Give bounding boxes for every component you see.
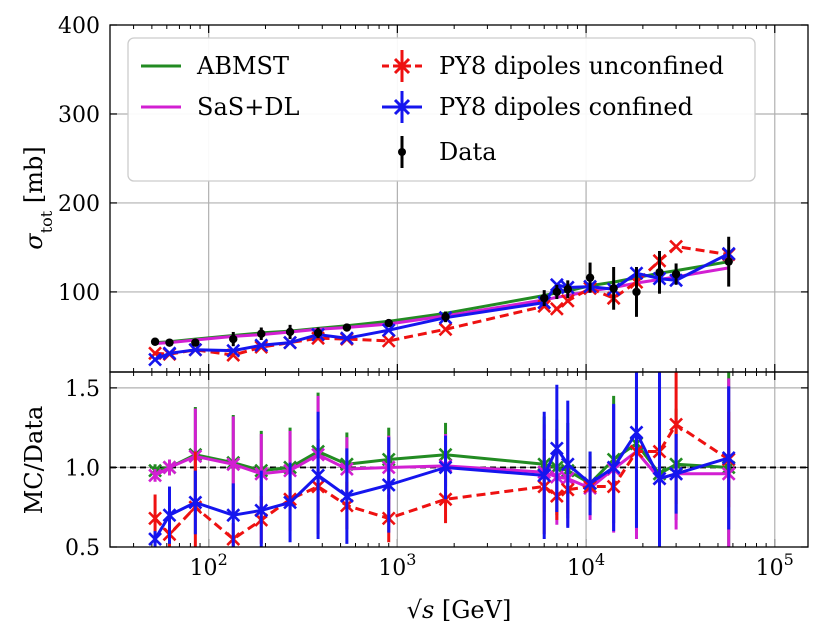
series-marker-py8-dipoles-unconfined — [549, 301, 564, 316]
legend-marker-confined — [382, 91, 422, 123]
series-marker-py8-dipoles-confined — [162, 346, 177, 361]
ratio-marker-py8-dipoles-confined — [283, 495, 297, 510]
ratio-marker-py8-dipoles-confined — [226, 508, 241, 523]
data-point — [313, 328, 323, 338]
ratio-marker-py8-dipoles-confined — [537, 468, 552, 483]
data-point — [257, 329, 266, 338]
data-point — [552, 287, 562, 297]
legend-box — [127, 37, 756, 182]
data-point — [724, 257, 733, 266]
ratio-marker-py8-dipoles-confined — [311, 468, 325, 483]
sigma-symbol: σ — [20, 233, 48, 250]
bottom-series — [148, 372, 736, 547]
ratio-marker-py8-dipoles-confined — [381, 478, 396, 492]
data-point — [540, 293, 549, 303]
x-tick-label: 102 — [190, 550, 228, 581]
legend-marker-data — [398, 136, 406, 168]
bottom-panel: 0.5 1.0 1.5 102 103 104 105 MC/Data √s [GeV] — [20, 25, 809, 624]
y-tick-label: 400 — [58, 14, 100, 39]
ratio-marker-py8-dipoles-confined — [669, 466, 684, 481]
ratio-marker-py8-dipoles-confined — [438, 460, 453, 475]
series-line-py8-dipoles-unconfined — [155, 245, 729, 357]
ratio-marker-py8-dipoles-confined — [721, 450, 736, 465]
series-marker-py8-dipoles-unconfined — [438, 322, 453, 337]
series-marker-py8-dipoles-confined — [254, 338, 269, 353]
legend-label-unconfined: PY8 dipoles unconfined — [439, 52, 724, 80]
top-y-axis-label: σtot [mb] — [20, 146, 56, 249]
ratio-marker-py8-dipoles-confined — [606, 460, 621, 475]
legend: ABMST SaS+DL PY8 dipoles unconfined PY8 … — [127, 37, 756, 182]
top-y-tick-labels: 100 200 300 400 — [58, 14, 100, 306]
data-point — [563, 285, 572, 294]
bottom-y-axis-label: MC/Data — [20, 406, 48, 515]
ratio-marker-py8-dipoles-confined — [162, 508, 177, 523]
ratio-marker-sas-dl — [162, 460, 177, 475]
data-point — [165, 338, 174, 347]
top-series — [148, 239, 736, 367]
data-point — [384, 318, 393, 328]
data-point — [585, 273, 595, 282]
series-marker-py8-dipoles-confined — [339, 331, 354, 346]
sqrt-s-symbol: √s — [407, 596, 435, 624]
series-line-py8-dipoles-confined — [154, 252, 730, 361]
data-point — [191, 338, 200, 347]
data-point — [671, 269, 681, 279]
x-tick-labels: 102 103 104 105 — [190, 550, 794, 581]
ratio-marker-py8-dipoles-unconfined — [438, 492, 453, 507]
ratio-marker-py8-dipoles-confined — [254, 503, 269, 518]
y-tick-label: 200 — [58, 192, 100, 217]
y-unit: [mb] — [20, 146, 48, 210]
series-marker-py8-dipoles-confined — [381, 323, 396, 338]
legend-label-abmst: ABMST — [196, 52, 289, 80]
x-tick-label: 104 — [567, 550, 605, 581]
ratio-marker-py8-dipoles-unconfined — [148, 511, 162, 526]
ratio-marker-py8-dipoles-confined — [629, 425, 644, 440]
series-marker-py8-dipoles-unconfined — [560, 293, 575, 308]
legend-label-sasdl: SaS+DL — [197, 93, 300, 121]
ratio-marker-sas-dl — [148, 468, 162, 483]
data-point — [150, 337, 160, 346]
series-marker-py8-dipoles-confined — [148, 352, 162, 367]
legend-label-data: Data — [439, 138, 497, 166]
ratio-marker-sas-dl — [226, 457, 241, 472]
series-marker-py8-dipoles-unconfined — [381, 333, 396, 348]
ratio-marker-py8-dipoles-unconfined — [669, 417, 684, 432]
x-axis-label: √s [GeV] — [407, 596, 512, 624]
data-point — [342, 323, 352, 332]
y-tick-label: 100 — [58, 281, 100, 306]
series-marker-py8-dipoles-confined — [283, 335, 297, 350]
ratio-marker-py8-dipoles-confined — [652, 471, 667, 486]
x-tick-label: 105 — [756, 550, 794, 581]
data-point — [441, 312, 450, 322]
data-point — [632, 287, 641, 297]
y-tick-label: 1.0 — [65, 456, 100, 481]
bottom-y-tick-labels: 0.5 1.0 1.5 — [65, 377, 100, 561]
ratio-marker-py8-dipoles-confined — [339, 489, 354, 504]
ratio-marker-py8-dipoles-confined — [560, 457, 575, 472]
bottom-plot-frame — [109, 371, 809, 548]
top-data-points — [150, 236, 733, 347]
x-tick-label: 103 — [378, 550, 416, 581]
series-marker-py8-dipoles-unconfined — [669, 239, 684, 254]
ratio-marker-py8-dipoles-confined — [188, 495, 203, 510]
data-point — [285, 327, 295, 337]
series-marker-py8-dipoles-confined — [188, 342, 203, 357]
data-point — [609, 284, 618, 293]
series-marker-py8-dipoles-confined — [226, 343, 241, 358]
ratio-marker-py8-dipoles-confined — [549, 441, 564, 456]
top-panel: 100 200 300 400 σtot [mb] ABMST SaS+DL PY8 … — [20, 14, 809, 547]
y-tick-label: 0.5 — [65, 536, 100, 561]
ratio-marker-py8-dipoles-confined — [148, 532, 162, 546]
x-unit: [GeV] — [434, 596, 511, 624]
series-marker-py8-dipoles-confined — [549, 277, 564, 292]
sigma-subscript: tot — [37, 210, 56, 233]
legend-marker-unconfined — [382, 50, 422, 82]
data-point — [229, 334, 238, 344]
legend-label-confined: PY8 dipoles confined — [439, 93, 693, 121]
data-point — [655, 268, 664, 277]
ratio-marker-py8-dipoles-confined — [583, 476, 597, 491]
y-tick-label: 1.5 — [65, 377, 100, 402]
y-tick-label: 300 — [58, 103, 100, 128]
